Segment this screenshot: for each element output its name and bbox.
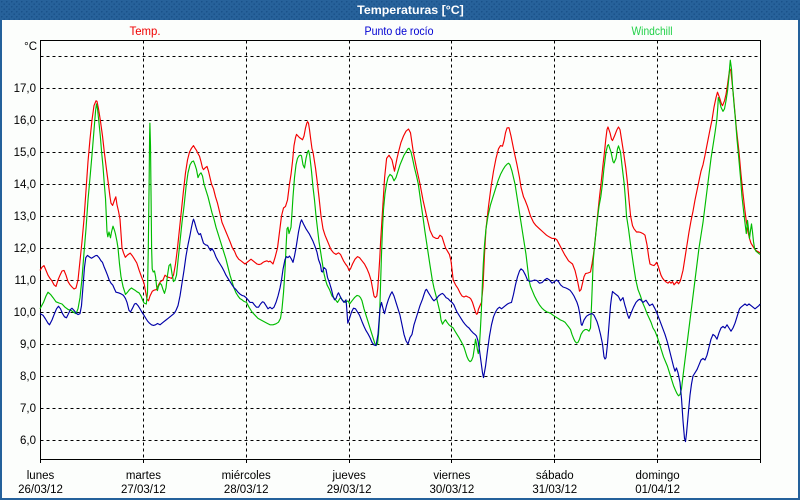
svg-text:14,0: 14,0 (14, 179, 36, 191)
svg-text:12,0: 12,0 (14, 243, 36, 255)
svg-text:Punto de rocío: Punto de rocío (365, 24, 434, 38)
svg-text:17,0: 17,0 (14, 83, 36, 95)
svg-text:8,0: 8,0 (20, 371, 36, 383)
svg-text:viernes: viernes (433, 470, 470, 482)
svg-text:7,0: 7,0 (20, 403, 36, 415)
svg-text:29/03/12: 29/03/12 (327, 484, 372, 496)
svg-text:11,0: 11,0 (14, 275, 36, 287)
svg-text:°C: °C (24, 41, 37, 53)
svg-text:9,0: 9,0 (20, 339, 36, 351)
svg-text:sábado: sábado (536, 470, 574, 482)
svg-text:31/03/12: 31/03/12 (532, 484, 577, 496)
svg-text:10,0: 10,0 (14, 307, 36, 319)
svg-text:15,0: 15,0 (14, 147, 36, 159)
svg-text:13,0: 13,0 (14, 211, 36, 223)
svg-text:6,0: 6,0 (20, 435, 36, 447)
svg-text:jueves: jueves (331, 470, 365, 482)
svg-text:martes: martes (126, 470, 161, 482)
svg-text:lunes: lunes (27, 470, 55, 482)
svg-text:Windchill: Windchill (632, 24, 673, 38)
svg-text:16,0: 16,0 (14, 115, 36, 127)
svg-text:01/04/12: 01/04/12 (635, 484, 680, 496)
svg-text:domingo: domingo (636, 470, 680, 482)
svg-text:28/03/12: 28/03/12 (224, 484, 269, 496)
svg-text:30/03/12: 30/03/12 (430, 484, 475, 496)
svg-text:Temp.: Temp. (130, 24, 161, 38)
svg-text:miércoles: miércoles (222, 470, 271, 482)
svg-text:26/03/12: 26/03/12 (18, 484, 63, 496)
svg-text:27/03/12: 27/03/12 (121, 484, 166, 496)
